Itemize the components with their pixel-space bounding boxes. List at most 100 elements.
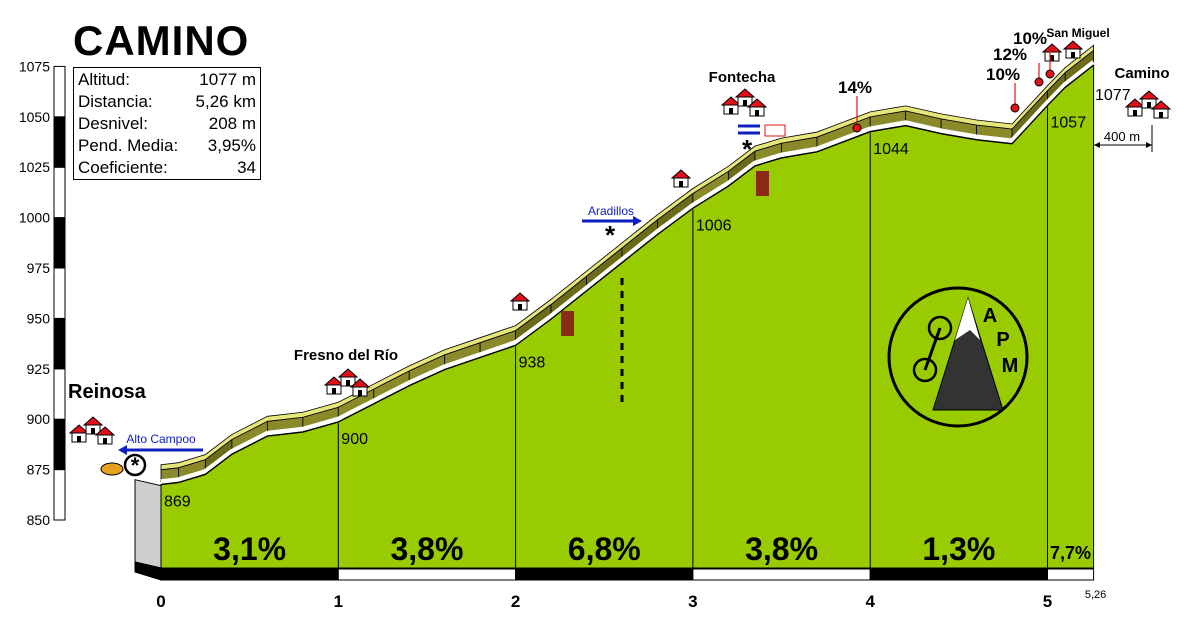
apm-logo [887,286,1029,428]
house-roof [720,96,742,106]
stats-label: Altitud: [78,70,130,89]
house-roof [670,169,692,179]
mountain-snow [955,298,980,340]
stats-label: Pend. Media: [78,136,179,155]
house-door [1147,102,1151,108]
junction-star: * [605,220,616,250]
house-door [743,100,747,106]
house-roof [68,424,90,434]
san-miguel-house [1062,40,1084,59]
stats-label: Distancia: [78,92,153,111]
ramp-marker-dot [1010,103,1020,113]
chart-title: CAMINO [73,17,250,64]
road-arrow-head [118,445,127,455]
house-door [1071,52,1075,58]
stats-label: Coeficiente: [78,158,168,177]
ramp-gradient-label: 10% [986,65,1020,84]
road-sign-icon [764,124,786,137]
segment-gradient-label: 7,7% [1050,543,1091,563]
stats-value: 5,26 km [195,92,256,111]
y-tick-label: 1050 [19,109,50,125]
km-altitude-label: 869 [164,494,191,511]
junction-circle-icon [123,453,147,477]
house-door [103,438,107,444]
roadside-house [509,292,531,311]
y-tick-label: 975 [27,260,51,276]
house-roof [509,292,531,302]
fontecha-village-house [720,96,742,115]
house-door [679,181,683,187]
house-roof [323,376,345,386]
road-arrow-head [633,216,642,226]
y-tick-label: 900 [27,411,51,427]
km-bar-band [692,568,871,581]
house-roof [746,98,768,108]
scale-bar-arrow [1094,142,1100,148]
san-miguel-house [1041,43,1063,62]
place-label-reinosa: Reinosa [68,381,147,403]
km-altitude-label: 1044 [873,141,909,158]
house-roof [1138,90,1160,100]
fuel-icon [100,462,124,476]
road-label-alto-campoo: Alto Campoo [126,432,196,446]
stats-row-desnivel: Desnivel: 208 m [78,113,256,135]
house-roof [1150,100,1172,110]
reinosa-village-house [82,416,104,435]
roadside-house [670,169,692,188]
profile-area [160,64,1095,569]
road-bar-marker [561,311,574,336]
ramp-gradient-label: 12% [993,45,1027,64]
junction-star: * [742,134,753,164]
stats-value: 34 [237,158,256,177]
profile-left-face [134,479,162,569]
y-tick-label: 875 [27,462,51,478]
house-door [755,110,759,116]
reinosa-village-house [94,426,116,445]
segment-gradient-label: 6,8% [568,531,641,567]
x-tick-label: 4 [865,592,875,611]
scale-bar-label: 400 m [1104,129,1140,144]
fresno-village-house [349,378,371,397]
road-top-surface [160,44,1094,471]
y-axis-band [53,65,66,118]
stats-value: 1077 m [199,70,256,89]
house-door [1133,110,1137,116]
x-end-label: 5,26 [1085,589,1106,601]
y-axis-band [53,116,66,168]
place-label-fresno: Fresno del Río [294,347,398,364]
segment-gradient-label: 3,8% [390,531,463,567]
camino-village-house [1124,98,1146,117]
road-label-aradillos: Aradillos [588,204,634,218]
bicycle-wheel [912,357,938,383]
house-roof [1124,98,1146,108]
stats-label: Desnivel: [78,114,148,133]
segment-gradient-label: 3,1% [213,531,286,567]
stats-row-pendiente: Pend. Media: 3,95% [78,135,256,157]
house-door [346,380,350,386]
house-door [729,108,733,114]
y-axis-band [53,469,66,521]
y-axis-band [53,317,66,370]
km-altitude-label: 900 [341,431,368,448]
reinosa-village-house [68,424,90,443]
house-roof [1062,40,1084,50]
y-axis-band [53,166,66,219]
stats-row-distancia: Distancia: 5,26 km [78,91,256,113]
road-bar-marker [756,171,769,196]
place-altitude-camino: 1077 [1095,87,1131,104]
fresno-village-house [323,376,345,395]
stats-row-coeficiente: Coeficiente: 34 [78,157,256,179]
y-axis-band [53,368,66,420]
house-roof [734,88,756,98]
km-altitude-label: 1006 [696,218,732,235]
km-bar-band [515,568,694,581]
y-axis-band [53,267,66,319]
logo-letter: P [996,329,1009,351]
house-door [77,436,81,442]
x-tick-label: 1 [334,592,343,611]
y-tick-label: 850 [27,512,51,528]
km-altitude-label: 1057 [1051,115,1087,132]
house-door [1159,112,1163,118]
camino-village-house [1138,90,1160,109]
x-tick-label: 5 [1043,592,1052,611]
